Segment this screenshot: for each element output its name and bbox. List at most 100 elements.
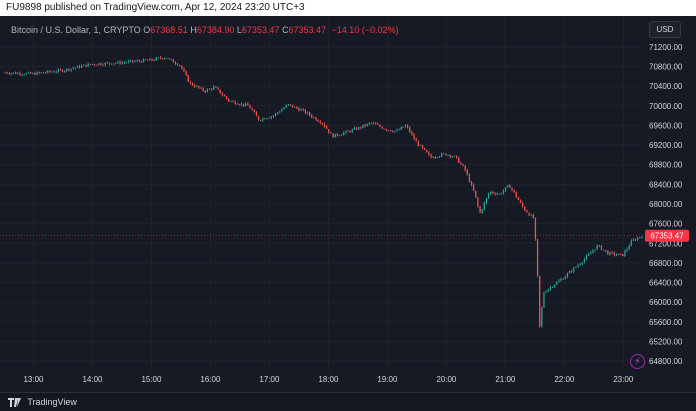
candle-body <box>219 89 221 94</box>
candle-body <box>451 156 454 158</box>
candle-body <box>611 252 613 253</box>
candle-body <box>413 134 415 139</box>
candle-body <box>245 103 247 106</box>
candle-body <box>481 209 483 213</box>
candle-body <box>468 174 471 182</box>
candle-body <box>215 86 217 88</box>
candle-body <box>411 132 413 135</box>
candle-body <box>381 126 383 129</box>
candle-body <box>626 248 628 251</box>
candle-body <box>10 73 13 74</box>
candle-body <box>98 63 100 65</box>
candle-body <box>249 105 251 109</box>
x-axis[interactable]: 13:00 14:00 15:00 16:00 17:00 18:00 19:00 20:00… <box>23 375 633 384</box>
y-tick-label: 64800.00 <box>649 357 683 366</box>
candle-body <box>162 58 164 60</box>
candle-body <box>547 289 549 292</box>
candle-body <box>113 63 115 65</box>
candle-body <box>172 59 174 63</box>
candle-body <box>81 65 83 68</box>
candle-body <box>121 62 123 64</box>
candle-body <box>617 253 620 255</box>
symbol-name[interactable]: Bitcoin / U.S. Dollar, 1, CRYPTO <box>11 25 141 35</box>
currency-button[interactable]: USD <box>649 21 681 38</box>
candle-body <box>104 62 106 65</box>
candle-body <box>583 259 586 263</box>
candle-body <box>443 153 445 155</box>
candle-body <box>268 117 270 119</box>
lightning-icon[interactable]: ⚡ <box>630 354 645 369</box>
candle-body <box>57 69 59 72</box>
candle-body <box>419 145 422 146</box>
y-tick-label: 65600.00 <box>649 318 683 327</box>
candle-body <box>132 60 134 62</box>
candle-body <box>285 105 287 108</box>
candle-body <box>566 273 569 277</box>
candle-body <box>238 104 241 106</box>
candle-body <box>93 64 96 65</box>
candle-body <box>328 129 330 133</box>
candle-body <box>153 60 155 61</box>
candles-layer <box>4 56 643 328</box>
x-tick-label: 20:00 <box>436 375 457 384</box>
candle-body <box>106 62 108 64</box>
candle-body <box>479 206 481 213</box>
y-tick-label: 68400.00 <box>649 180 683 189</box>
candle-body <box>196 86 198 87</box>
candle-body <box>605 250 607 252</box>
candle-body <box>607 251 609 255</box>
open-label: O <box>143 25 151 35</box>
candle-body <box>223 95 226 97</box>
candle-body <box>504 187 507 191</box>
candle-body <box>89 63 91 65</box>
candle-body <box>543 292 545 308</box>
candle-body <box>362 124 364 128</box>
candle-body <box>549 287 551 290</box>
candle-body <box>398 129 400 131</box>
candle-body <box>590 252 592 254</box>
candle-body <box>568 271 571 274</box>
candle-body <box>25 73 28 75</box>
candle-body <box>309 112 311 116</box>
close-value: 67353.47 <box>288 25 326 35</box>
candle-body <box>277 112 279 114</box>
candle-body <box>36 72 38 75</box>
candle-body <box>553 284 556 288</box>
candle-body <box>257 116 260 121</box>
last-price-tag: 67353.47 <box>0 229 689 242</box>
y-tick-label: 70800.00 <box>649 63 683 72</box>
x-tick-label: 18:00 <box>318 375 339 384</box>
candle-body <box>70 68 72 71</box>
candle-body <box>304 109 307 114</box>
candle-body <box>368 123 370 125</box>
candle-body <box>206 89 209 92</box>
candle-body <box>142 59 145 63</box>
candle-body <box>44 72 47 74</box>
candle-body <box>149 58 151 61</box>
candle-body <box>466 170 468 175</box>
x-tick-label: 13:00 <box>23 375 44 384</box>
candle-body <box>502 190 505 194</box>
candle-body <box>421 145 424 148</box>
candle-body <box>496 193 498 195</box>
y-tick-label: 67200.00 <box>649 239 683 248</box>
y-axis[interactable]: 64800.00 65200.00 65600.00 66000.00 66400.00… <box>649 43 683 366</box>
x-tick-label: 23:00 <box>613 375 634 384</box>
candle-body <box>38 72 40 74</box>
candlestick-chart[interactable]: 64800.00 65200.00 65600.00 66000.00 66400.00… <box>0 16 696 392</box>
candle-body <box>8 73 10 75</box>
candle-body <box>564 276 566 280</box>
candle-body <box>85 64 87 67</box>
candle-body <box>42 72 45 74</box>
candle-body <box>319 121 321 124</box>
candle-body <box>379 124 381 127</box>
candle-body <box>311 115 313 118</box>
candle-body <box>119 61 121 64</box>
candle-body <box>438 156 441 158</box>
candle-body <box>619 253 622 255</box>
y-tick-label: 69200.00 <box>649 141 683 150</box>
candle-body <box>336 133 338 136</box>
candle-body <box>641 237 643 238</box>
y-tick-label: 66400.00 <box>649 279 683 288</box>
chart-area[interactable]: 64800.00 65200.00 65600.00 66000.00 66400.00… <box>0 16 696 392</box>
